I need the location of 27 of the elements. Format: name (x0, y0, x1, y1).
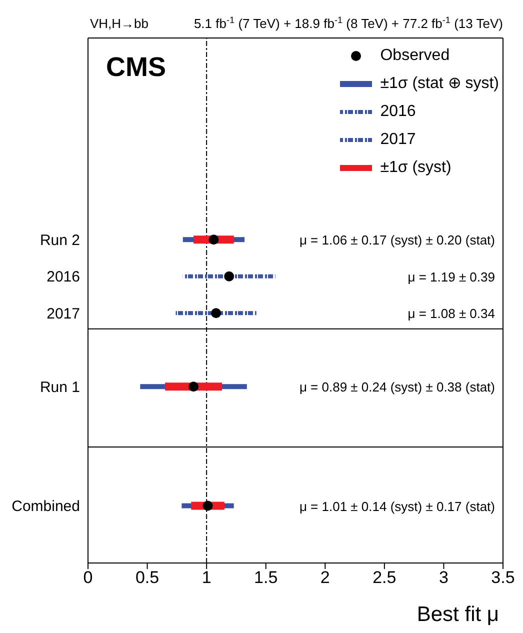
y-tick-label: Combined (12, 498, 80, 516)
y-tick-label: 2017 (46, 305, 80, 322)
annotation: μ = 1.06 ± 0.17 (syst) ± 0.20 (stat) (299, 232, 495, 248)
legend-label: Observed (380, 46, 450, 66)
chart-title: CMS (106, 52, 166, 82)
x-tick-label: 1 (202, 568, 212, 588)
x-axis-title: Best fit μ (416, 603, 499, 626)
legend-label: 2017 (380, 130, 416, 150)
x-tick-label: 3 (438, 568, 448, 588)
annotation: μ = 1.01 ± 0.14 (syst) ± 0.17 (stat) (299, 498, 495, 514)
x-tick-label: 2 (320, 568, 330, 588)
y-tick-label: 2016 (46, 268, 80, 286)
y-tick-label: Run 1 (40, 378, 80, 396)
legend-label: ±1σ (stat ⊕ syst) (380, 74, 499, 94)
x-tick-label: 0 (83, 568, 93, 588)
x-tick-label: 3.5 (491, 568, 515, 588)
annotation: μ = 1.19 ± 0.39 (408, 269, 495, 284)
x-tick-label: 1.5 (254, 568, 278, 588)
x-tick-label: 0.5 (135, 568, 160, 588)
legend-label: 2016 (380, 102, 416, 122)
y-tick-label: Run 2 (40, 232, 80, 249)
annotation: μ = 1.08 ± 0.34 (408, 306, 495, 322)
chart-subtitle: VH,H→bb (90, 16, 149, 31)
x-tick-label: 2.5 (372, 568, 396, 588)
annotation: μ = 0.89 ± 0.24 (syst) ± 0.38 (stat) (299, 380, 495, 395)
text: 5.1 fb$^{-1}$ (7 TeV) + 18.9 fb$^{-1}$ (8 TeV) + 77.2 fb$^{-1}$ (13 TeV) (194, 15, 503, 31)
legend-label: ±1σ (syst) (380, 158, 452, 178)
